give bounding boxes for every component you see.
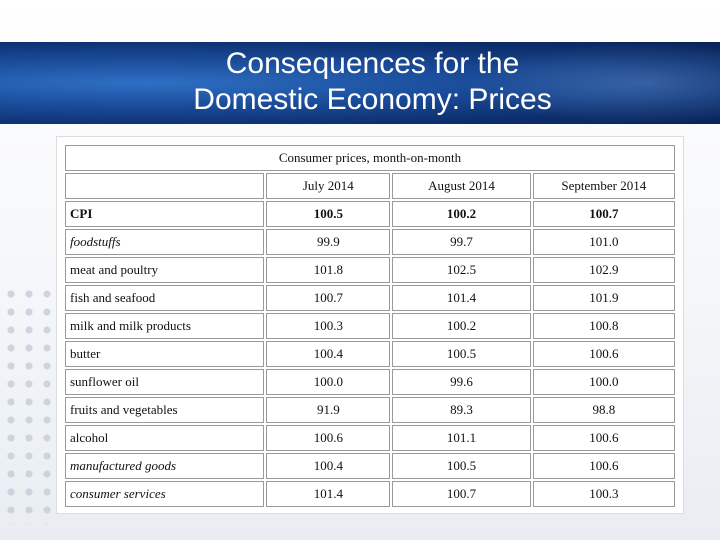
column-header: September 2014 [532,173,675,199]
table-image: Consumer prices, month-on-month July 201… [56,136,684,514]
title-banner [0,42,720,124]
table-cell: 100.5 [392,341,531,367]
decorative-dot-pattern [2,285,58,525]
table-row: meat and poultry 101.8 102.5 102.9 [65,257,675,283]
table-cell: 100.4 [266,341,391,367]
table-cell: 91.9 [266,397,391,423]
table-cell: 100.6 [532,453,675,479]
column-header: July 2014 [266,173,391,199]
table-cell: 100.7 [266,285,391,311]
row-label: alcohol [65,425,265,451]
table-cell: 100.7 [532,201,675,227]
table-row: fish and seafood 100.7 101.4 101.9 [65,285,675,311]
table-body: CPI 100.5 100.2 100.7 foodstuffs 99.9 99.7 101.… [65,201,675,507]
header-blank-cell [65,173,265,199]
slide-title-line-1: Consequences for the [225,47,520,80]
table-cell: 101.4 [266,481,391,507]
table-row: manufactured goods 100.4 100.5 100.6 [65,453,675,479]
table-cell: 99.6 [392,369,531,395]
table-cell: 89.3 [392,397,531,423]
table-cell: 100.0 [266,369,391,395]
table-cell: 101.9 [532,285,675,311]
table-row: foodstuffs 99.9 99.7 101.0 [65,229,675,255]
table-cell: 99.7 [392,229,531,255]
table-caption: Consumer prices, month-on-month [65,145,675,171]
table-row: sunflower oil 100.0 99.6 100.0 [65,369,675,395]
table-cell: 100.8 [532,313,675,339]
table-row: butter 100.4 100.5 100.6 [65,341,675,367]
table-cell: 98.8 [532,397,675,423]
table-row: CPI 100.5 100.2 100.7 [65,201,675,227]
table-row: alcohol 100.6 101.1 100.6 [65,425,675,451]
table-cell: 100.4 [266,453,391,479]
table-cell: 101.0 [532,229,675,255]
table-cell: 100.3 [532,481,675,507]
table-cell: 99.9 [266,229,391,255]
table-row: milk and milk products 100.3 100.2 100.8 [65,313,675,339]
table-cell: 100.7 [392,481,531,507]
table-cell: 100.6 [532,425,675,451]
row-label: foodstuffs [65,229,265,255]
table-cell: 101.4 [392,285,531,311]
row-label: consumer services [65,481,265,507]
table-row: consumer services 101.4 100.7 100.3 [65,481,675,507]
row-label: CPI [65,201,265,227]
row-label: meat and poultry [65,257,265,283]
table-cell: 100.2 [392,313,531,339]
table-cell: 100.2 [392,201,531,227]
row-label: fruits and vegetables [65,397,265,423]
table-cell: 100.5 [392,453,531,479]
slide-title-line-2: Domestic Economy: Prices [193,83,552,116]
row-label: milk and milk products [65,313,265,339]
row-label: sunflower oil [65,369,265,395]
row-label: butter [65,341,265,367]
row-label: fish and seafood [65,285,265,311]
consumer-prices-table: Consumer prices, month-on-month July 201… [63,143,677,509]
table-row: fruits and vegetables 91.9 89.3 98.8 [65,397,675,423]
row-label: manufactured goods [65,453,265,479]
table-cell: 100.6 [266,425,391,451]
table-cell: 100.5 [266,201,391,227]
table-cell: 101.1 [392,425,531,451]
table-cell: 102.5 [392,257,531,283]
table-cell: 101.8 [266,257,391,283]
slide-title: Consequences for the Domestic Economy: P… [0,46,720,118]
table-cell: 100.6 [532,341,675,367]
table-cell: 100.0 [532,369,675,395]
table-cell: 102.9 [532,257,675,283]
table-cell: 100.3 [266,313,391,339]
column-header: August 2014 [392,173,531,199]
